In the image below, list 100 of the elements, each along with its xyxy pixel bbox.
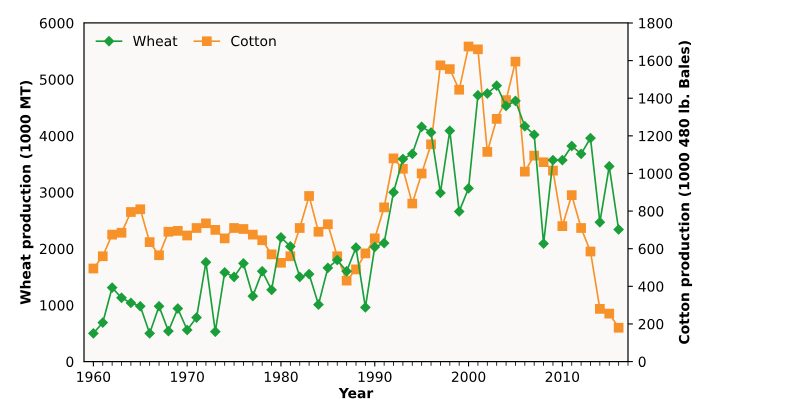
point xyxy=(379,202,389,212)
point xyxy=(172,226,183,236)
point xyxy=(614,224,624,235)
point xyxy=(294,272,305,282)
point xyxy=(464,42,474,52)
y-tick-label: 5000 xyxy=(40,74,74,85)
point xyxy=(407,148,418,160)
x-tick-label: 2010 xyxy=(546,372,580,382)
point xyxy=(566,140,577,152)
point xyxy=(576,223,586,233)
point xyxy=(482,88,492,99)
point xyxy=(492,114,502,124)
x-tick-label: 1980 xyxy=(264,372,298,382)
point xyxy=(107,230,117,240)
y2-tick-label: 1800 xyxy=(639,18,672,28)
point xyxy=(276,232,286,243)
point xyxy=(313,299,324,310)
point xyxy=(238,224,248,234)
point xyxy=(144,237,155,247)
point xyxy=(163,326,174,336)
point xyxy=(566,190,577,200)
point xyxy=(350,242,362,253)
x-tick-label: 1960 xyxy=(77,372,110,382)
point xyxy=(444,64,455,74)
point xyxy=(322,262,333,274)
point xyxy=(604,161,614,172)
y2-tick-label: 800 xyxy=(638,206,664,217)
point xyxy=(248,290,258,302)
point xyxy=(172,303,183,314)
point xyxy=(116,228,126,238)
point xyxy=(257,235,268,246)
point xyxy=(314,226,324,237)
point xyxy=(210,225,220,235)
x-tick-label: 2000 xyxy=(452,372,486,382)
point xyxy=(126,298,136,308)
point xyxy=(492,80,502,91)
point xyxy=(614,322,624,333)
point xyxy=(294,223,305,233)
point xyxy=(360,302,370,313)
point xyxy=(500,100,512,112)
y2-tick-label: 0 xyxy=(638,356,646,368)
point xyxy=(416,122,427,132)
point xyxy=(586,246,596,256)
point xyxy=(604,308,614,318)
point xyxy=(135,204,146,214)
y2-axis-title: Cotton production (1000 480 lb. Bales) xyxy=(678,41,692,344)
y2-tick-label: 1200 xyxy=(639,130,672,142)
point xyxy=(107,282,118,293)
point xyxy=(510,96,521,106)
point xyxy=(332,254,342,266)
point xyxy=(370,234,380,244)
point xyxy=(164,226,174,237)
point xyxy=(201,218,211,228)
point xyxy=(388,187,399,198)
point xyxy=(116,292,127,303)
point xyxy=(323,219,333,230)
point xyxy=(304,268,314,280)
point xyxy=(454,206,464,217)
y-tick-label: 6000 xyxy=(40,18,74,28)
y2-tick-label: 600 xyxy=(638,244,664,254)
point xyxy=(388,154,398,164)
point xyxy=(192,223,202,233)
x-tick-label: 1990 xyxy=(358,372,392,382)
point xyxy=(482,146,492,157)
point xyxy=(426,127,436,138)
y-axis-title: Wheat production (1000 MT) xyxy=(20,80,34,304)
point xyxy=(576,148,586,160)
point xyxy=(88,328,98,338)
point xyxy=(135,301,146,312)
point xyxy=(88,264,98,274)
legend-label: Wheat xyxy=(133,35,178,46)
point xyxy=(154,250,164,260)
point xyxy=(472,90,484,100)
point xyxy=(435,188,446,198)
point xyxy=(229,223,239,233)
point xyxy=(436,60,446,70)
point xyxy=(248,230,258,240)
point xyxy=(520,121,530,132)
point xyxy=(594,217,605,228)
point xyxy=(379,238,390,248)
y2-tick-label: 200 xyxy=(638,318,664,330)
point xyxy=(585,132,596,144)
point xyxy=(342,266,352,276)
point xyxy=(238,258,249,268)
point xyxy=(191,312,202,323)
point xyxy=(557,221,568,231)
point xyxy=(266,284,277,296)
y2-tick-label: 1400 xyxy=(639,93,672,104)
point xyxy=(360,248,370,258)
point xyxy=(144,328,155,338)
point xyxy=(538,157,548,168)
point xyxy=(398,154,408,164)
point xyxy=(463,183,474,194)
point xyxy=(98,251,108,262)
point xyxy=(220,267,230,278)
legend-label: Cotton xyxy=(231,36,276,46)
x-tick-label: 1970 xyxy=(171,372,204,382)
point xyxy=(304,191,314,201)
y2-tick-label: 1600 xyxy=(639,56,672,66)
point xyxy=(342,276,352,286)
